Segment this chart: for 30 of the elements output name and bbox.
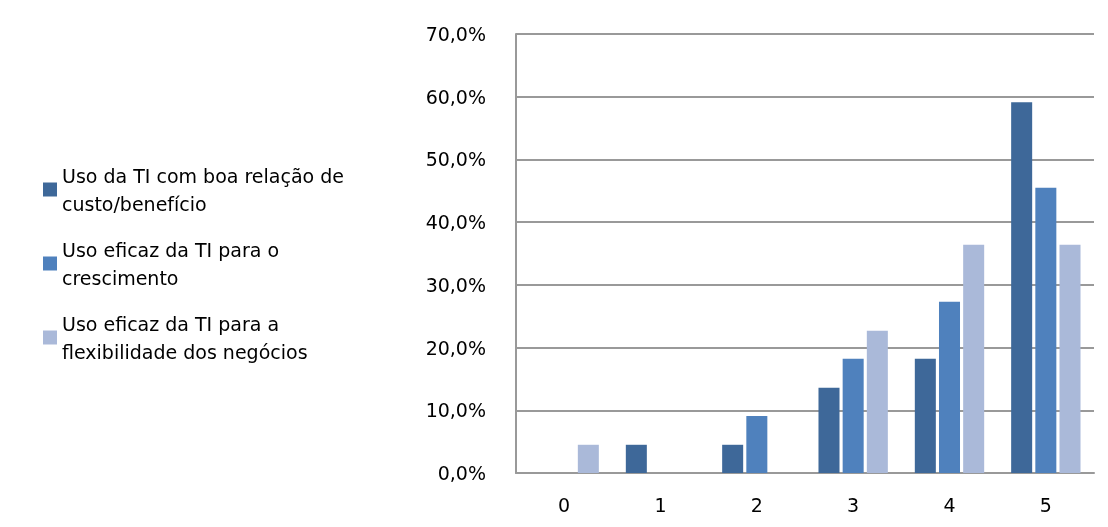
y-tick-label: 10,0%: [425, 399, 486, 422]
bar: [1035, 187, 1057, 473]
x-tick-label: 3: [847, 493, 860, 516]
x-tick-label: 1: [654, 493, 667, 516]
y-tick-label: 50,0%: [425, 148, 486, 171]
x-tick-label: 0: [558, 493, 571, 516]
bar: [842, 358, 864, 473]
legend-label: Uso eficaz da TI para a flexibilidade dos negócios: [62, 312, 308, 363]
bar: [746, 415, 768, 473]
legend-label: Uso da TI com boa relação de custo/benefício: [62, 164, 350, 215]
bar: [914, 358, 936, 473]
y-tick-label: 30,0%: [425, 273, 486, 296]
bar: [938, 301, 961, 473]
bar: [866, 330, 888, 473]
legend-label: Uso eficaz da TI para o crescimento: [62, 238, 286, 289]
y-tick-label: 0,0%: [437, 462, 486, 484]
y-tick-label: 60,0%: [425, 85, 486, 108]
y-tick-label: 20,0%: [425, 336, 486, 359]
x-tick-label: 5: [1039, 493, 1052, 516]
y-tick-label: 40,0%: [425, 211, 486, 234]
y-tick-label: 70,0%: [425, 23, 486, 45]
bar: [722, 444, 744, 473]
bar: [963, 244, 985, 473]
bar: [625, 444, 647, 473]
bar: [818, 387, 840, 473]
bar: [1059, 244, 1081, 473]
bar: [577, 444, 599, 473]
x-tick-label: 4: [943, 493, 956, 516]
x-tick-label: 2: [750, 493, 763, 516]
bar: [1011, 102, 1033, 473]
